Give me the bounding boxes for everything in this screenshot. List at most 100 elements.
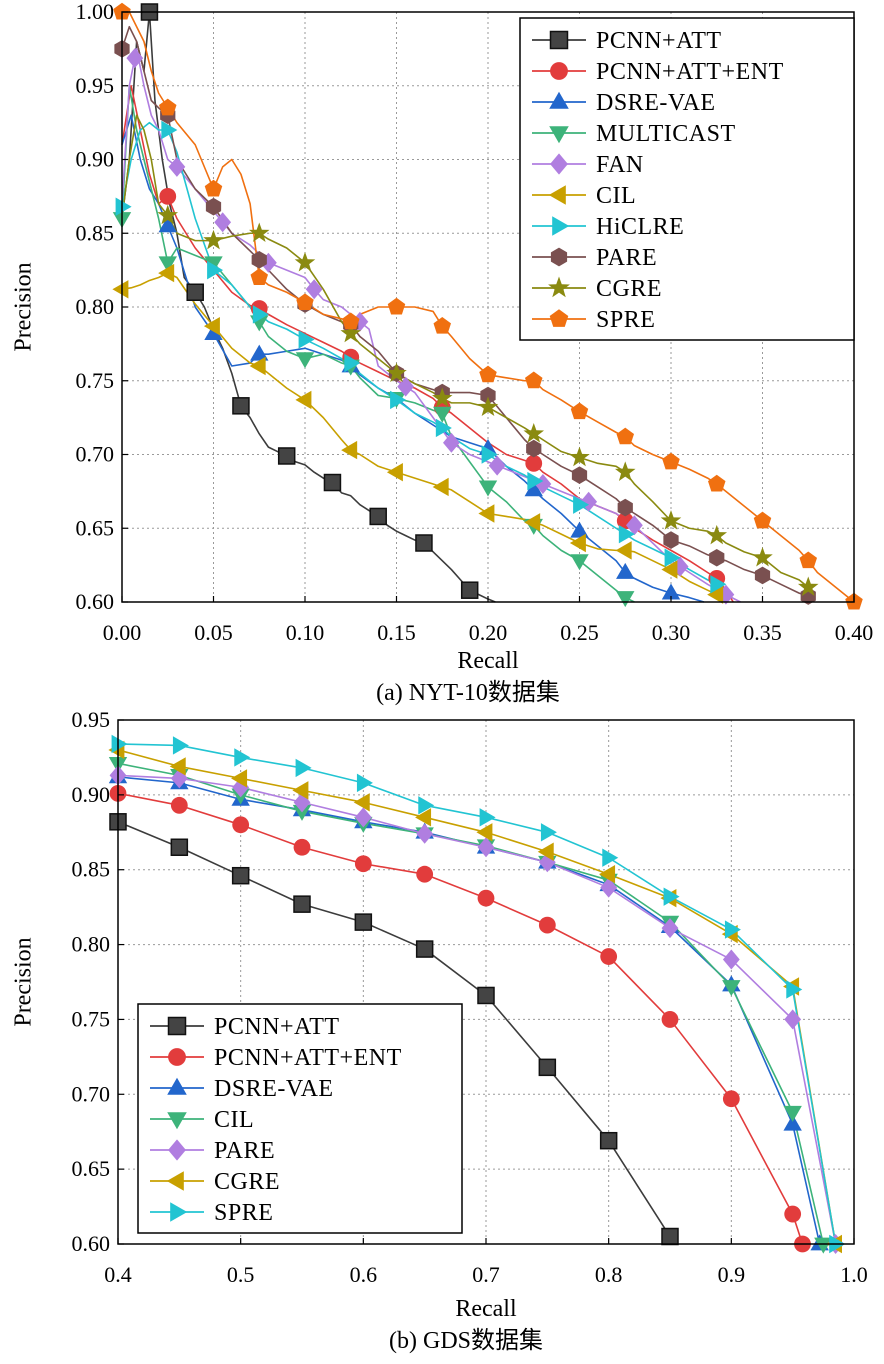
series-point-spre <box>663 887 680 906</box>
series-point-hiclre <box>207 260 224 280</box>
legend-marker-multicast <box>549 126 569 144</box>
series-point-spre <box>540 823 557 842</box>
legend-label-cgre: CGRE <box>214 1169 280 1195</box>
series-point-multicast <box>570 554 589 571</box>
legend-gds: PCNN+ATT PCNN+ATT+ENT DSRE-VAE CIL PARE CGRE S… <box>137 1003 463 1234</box>
series-point-spre <box>418 796 435 815</box>
series-point-spre <box>250 268 268 285</box>
y-tick-label: 0.60 <box>76 589 115 614</box>
series-point-pcnn-att <box>415 534 433 552</box>
series-point-dsre-vae <box>616 562 635 579</box>
series-point-fan <box>626 515 643 536</box>
legend-marker-fan <box>550 153 568 175</box>
series-point-fan <box>305 279 323 300</box>
x-axis-label-gds: Recall <box>455 1296 517 1322</box>
legend-label-spre: SPRE <box>214 1200 273 1226</box>
x-axis-label-nyt10: Recall <box>457 648 519 674</box>
legend-marker-pare <box>168 1139 186 1161</box>
y-tick-label: 0.70 <box>76 442 115 467</box>
series-point-hiclre <box>161 120 178 140</box>
legend-marker-dsre-vae <box>549 91 569 109</box>
series-point-pcnn-att <box>231 866 250 885</box>
series-point-pcnn-att <box>477 986 495 1005</box>
legend-nyt10: PCNN+ATT PCNN+ATT+ENT DSRE-VAE MULTICAST FAN… <box>519 17 855 341</box>
series-point-multicast <box>295 352 315 369</box>
series-point-cil <box>783 1105 802 1122</box>
x-tick-label: 0.15 <box>377 620 416 645</box>
legend-label-pare: PARE <box>214 1138 275 1164</box>
legend-label-pare: PARE <box>596 245 657 271</box>
series-point-pcnn-att-ent <box>525 454 543 472</box>
x-tick-label: 0.9 <box>718 1262 746 1287</box>
series-point-cgre <box>386 362 407 383</box>
series-point-cil <box>158 263 175 283</box>
legend-marker-pcnn-att <box>167 1016 187 1036</box>
series-point-cil <box>569 533 586 553</box>
series-point-hiclre <box>298 330 315 349</box>
series-point-pcnn-att <box>186 283 204 301</box>
y-tick-label: 0.70 <box>72 1081 111 1106</box>
series-point-pare <box>205 197 222 216</box>
series-point-cil <box>203 316 220 336</box>
x-tick-label: 1.0 <box>840 1262 868 1287</box>
series-point-cil <box>722 980 741 997</box>
series-point-pare <box>170 768 188 789</box>
legend-marker-spre <box>549 309 569 327</box>
y-tick-label: 0.60 <box>72 1231 111 1256</box>
series-point-pare <box>477 837 495 858</box>
series-point-cil <box>295 390 312 410</box>
series-point-cgre <box>231 769 248 788</box>
series-point-dsre-vae <box>661 583 681 600</box>
ticks-nyt10: 0.00 0.05 0.10 0.15 0.20 0.25 0.30 0.35 0.40 0.60… <box>76 0 874 645</box>
series-point-hiclre <box>435 418 452 438</box>
series-group-nyt10 <box>112 2 863 610</box>
series-point-spre <box>662 452 680 470</box>
series-point-spre <box>602 848 619 867</box>
x-tick-label: 0.5 <box>227 1262 255 1287</box>
series-point-pcnn-att-ent <box>232 816 250 834</box>
y-axis-label-gds: Precision <box>10 937 36 1026</box>
legend-marker-pcnn-att-ent <box>168 1048 186 1066</box>
series-point-spre <box>356 773 373 793</box>
series-point-dsre-vae <box>158 216 177 233</box>
series-point-cgre <box>353 793 370 812</box>
series-point-hiclre <box>573 495 590 514</box>
series-point-hiclre <box>527 471 544 491</box>
series-point-cgre <box>706 524 728 545</box>
series-point-cil <box>386 463 403 482</box>
legend-label-pcnn-att: PCNN+ATT <box>596 28 722 54</box>
y-tick-label: 0.65 <box>76 515 115 540</box>
series-point-pcnn-att-ent <box>416 865 434 883</box>
legend-marker-pare <box>550 247 568 267</box>
y-tick-label: 0.95 <box>76 73 115 98</box>
x-tick-label: 0.05 <box>194 620 233 645</box>
series-point-cgre <box>415 808 432 827</box>
x-tick-label: 0.8 <box>595 1262 623 1287</box>
series-point-pcnn-att-ent <box>661 1011 679 1028</box>
series-point-cgre <box>752 546 773 567</box>
series-point-pare <box>600 877 618 898</box>
series-point-pcnn-att-ent <box>159 187 177 205</box>
series-point-cgre <box>169 757 186 776</box>
x-tick-label: 0.4 <box>104 1262 132 1287</box>
series-point-pare <box>354 807 372 828</box>
series-point-pare <box>293 792 311 813</box>
series-point-pare <box>526 439 542 458</box>
series-point-cgre <box>203 229 224 250</box>
x-tick-label: 0.20 <box>469 620 508 645</box>
series-point-pare <box>784 1009 802 1030</box>
legend-label-fan: FAN <box>596 152 644 178</box>
x-tick-label: 0.40 <box>835 620 874 645</box>
series-point-cgre <box>523 423 545 443</box>
series-point-pcnn-att <box>170 838 189 857</box>
series-point-hiclre <box>344 353 361 373</box>
series-point-pare <box>722 949 740 970</box>
series-point-pare <box>709 548 725 567</box>
series-point-spre <box>786 980 803 999</box>
y-tick-label: 0.80 <box>76 294 115 319</box>
series-point-pcnn-att <box>323 473 342 492</box>
legend-marker-hiclre <box>552 216 570 236</box>
series-point-hiclre <box>710 575 727 594</box>
series-point-spre <box>616 427 634 445</box>
series-point-multicast <box>616 591 635 608</box>
